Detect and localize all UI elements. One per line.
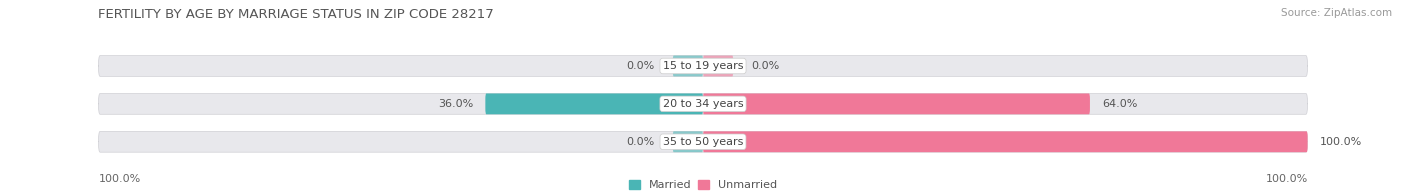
Legend: Married, Unmarried: Married, Unmarried bbox=[630, 180, 776, 191]
Text: 0.0%: 0.0% bbox=[627, 61, 655, 71]
Text: 20 to 34 years: 20 to 34 years bbox=[662, 99, 744, 109]
Text: 35 to 50 years: 35 to 50 years bbox=[662, 137, 744, 147]
FancyBboxPatch shape bbox=[98, 93, 1308, 114]
Text: 0.0%: 0.0% bbox=[751, 61, 779, 71]
Text: 100.0%: 100.0% bbox=[1265, 174, 1308, 184]
Text: FERTILITY BY AGE BY MARRIAGE STATUS IN ZIP CODE 28217: FERTILITY BY AGE BY MARRIAGE STATUS IN Z… bbox=[98, 8, 494, 21]
Text: 100.0%: 100.0% bbox=[1320, 137, 1362, 147]
Text: 64.0%: 64.0% bbox=[1102, 99, 1137, 109]
FancyBboxPatch shape bbox=[98, 56, 1308, 76]
Text: 15 to 19 years: 15 to 19 years bbox=[662, 61, 744, 71]
FancyBboxPatch shape bbox=[703, 93, 1090, 114]
FancyBboxPatch shape bbox=[485, 93, 703, 114]
FancyBboxPatch shape bbox=[703, 56, 734, 76]
Text: 36.0%: 36.0% bbox=[439, 99, 474, 109]
FancyBboxPatch shape bbox=[672, 131, 703, 152]
Text: 0.0%: 0.0% bbox=[627, 137, 655, 147]
FancyBboxPatch shape bbox=[672, 56, 703, 76]
Text: Source: ZipAtlas.com: Source: ZipAtlas.com bbox=[1281, 8, 1392, 18]
Text: 100.0%: 100.0% bbox=[98, 174, 141, 184]
FancyBboxPatch shape bbox=[703, 131, 1308, 152]
FancyBboxPatch shape bbox=[98, 131, 1308, 152]
